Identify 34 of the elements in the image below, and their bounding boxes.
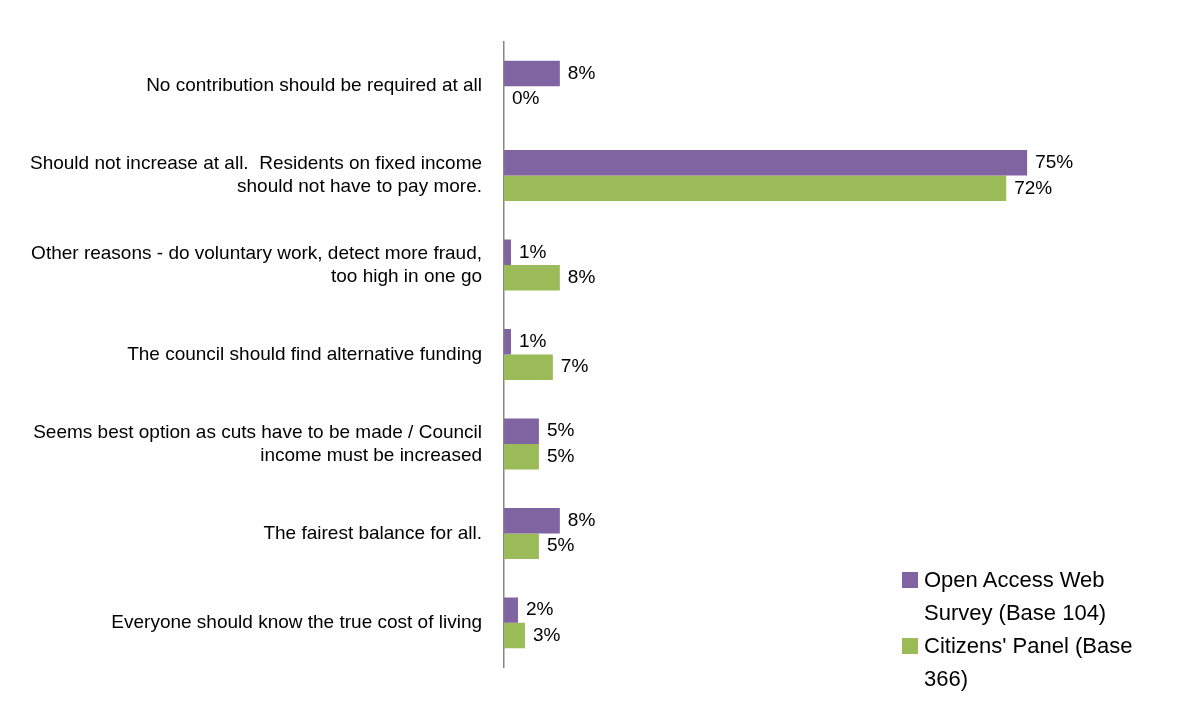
y-tick-label: Everyone should know the true cost of living <box>111 611 483 633</box>
data-label: 2% <box>525 598 554 620</box>
bar <box>504 265 560 291</box>
y-tick-label: Other reasons - do voluntary work, detect more fraud, too high in one go <box>31 241 483 286</box>
bar <box>504 507 560 534</box>
bar <box>504 175 1007 202</box>
data-label: 8% <box>567 508 596 530</box>
data-label: 8% <box>567 61 596 83</box>
bar <box>504 60 560 87</box>
bar <box>504 597 518 623</box>
bar <box>504 443 539 470</box>
data-label: 5% <box>546 419 575 441</box>
data-label: 5% <box>546 534 575 556</box>
bar <box>504 418 539 444</box>
data-label: 72% <box>1014 176 1053 198</box>
y-tick-label: No contribution should be required at all <box>146 74 483 96</box>
data-label: 1% <box>519 240 547 262</box>
bar <box>504 150 1028 176</box>
bar <box>504 354 553 380</box>
data-label: 1% <box>519 329 547 351</box>
data-label: 8% <box>567 266 596 288</box>
legend-label: Open Access Web Survey (Base 104) <box>924 566 1108 627</box>
legend-label: Citizens' Panel (Base 366) <box>924 632 1134 693</box>
data-label: 5% <box>546 444 575 466</box>
bar <box>504 533 539 559</box>
y-tick-label: The fairest balance for all. <box>263 521 483 543</box>
bar <box>504 622 525 649</box>
y-tick-label: Seems best option as cuts have to be made / Council income must be increased <box>33 420 483 465</box>
data-label: 0% <box>512 87 540 109</box>
data-label: 75% <box>1035 151 1074 173</box>
y-tick-label: Should not increase at all. Residents on fixed income should not have to pay more. <box>29 152 483 197</box>
data-label: 7% <box>560 355 589 377</box>
y-tick-label: The council should find alternative funding <box>127 342 483 364</box>
data-label: 3% <box>532 623 561 645</box>
